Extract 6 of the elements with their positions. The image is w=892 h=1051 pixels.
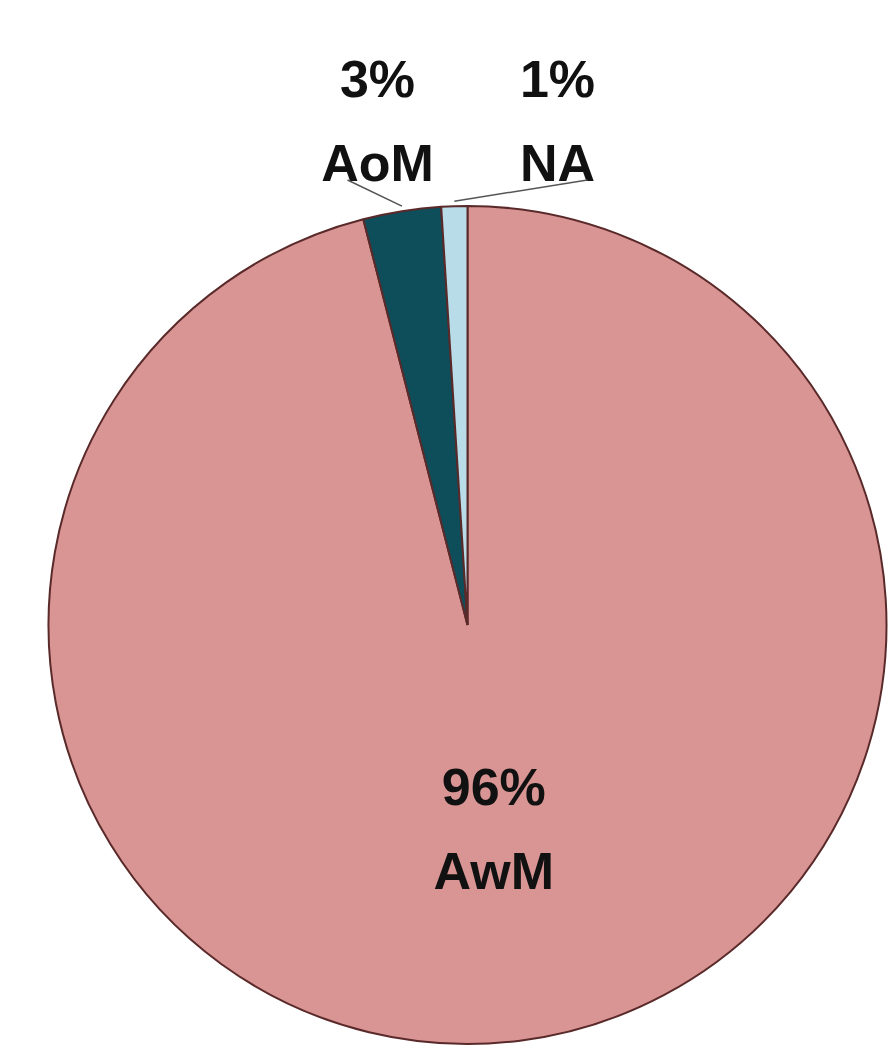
slice-label: AwM bbox=[433, 842, 554, 901]
data-label: 96% bbox=[441, 758, 546, 817]
slice-label: NA bbox=[519, 134, 596, 193]
data-label: 1% bbox=[519, 50, 596, 109]
slice-label: AoM bbox=[321, 134, 434, 193]
data-label: 3% bbox=[339, 50, 416, 109]
